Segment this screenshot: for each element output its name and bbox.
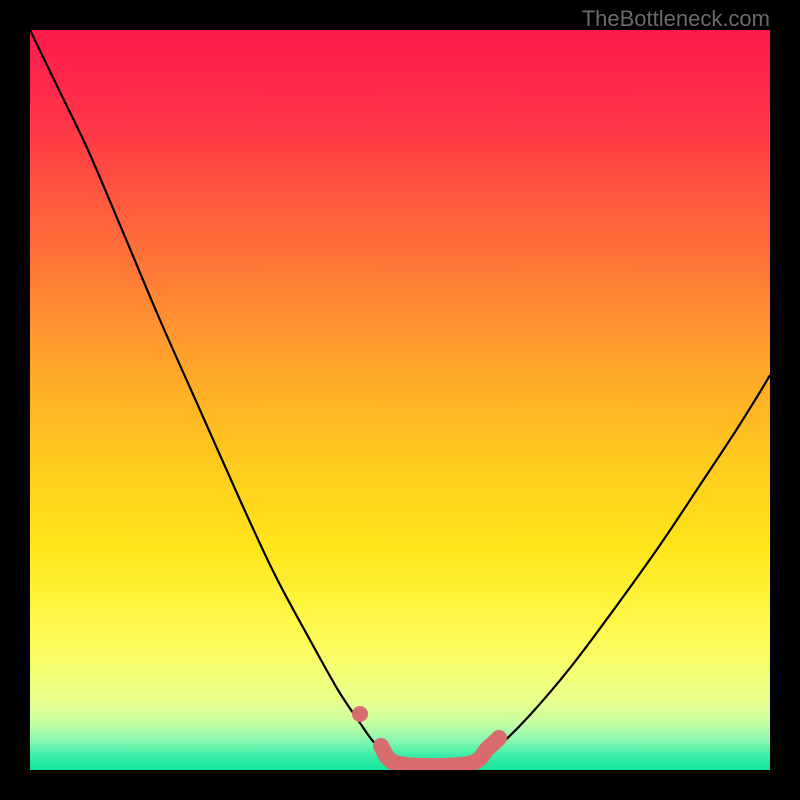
highlight-dot: [352, 706, 368, 722]
curve_right: [480, 375, 770, 760]
highlight-stroke: [381, 738, 499, 766]
chart-container: TheBottleneck.com: [0, 0, 800, 800]
curves-layer: [30, 30, 770, 770]
curve_left: [30, 30, 394, 760]
watermark-text: TheBottleneck.com: [582, 6, 770, 32]
plot-area: [30, 30, 770, 770]
